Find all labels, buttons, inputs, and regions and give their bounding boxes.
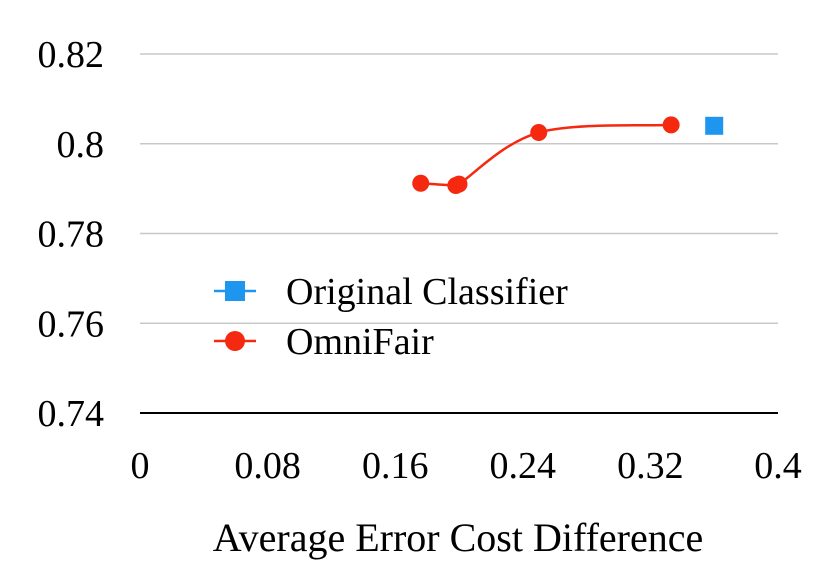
y-tick-label: 0.82: [38, 34, 105, 76]
x-tick-label: 0.32: [617, 445, 684, 487]
legend-label: Original Classifier: [286, 271, 568, 313]
y-tick-labels: 0.74 0.76 0.78 0.8 0.82: [38, 34, 105, 435]
legend-square-marker: [225, 281, 245, 301]
x-tick-labels: 0 0.08 0.16 0.24 0.32 0.4: [131, 445, 802, 487]
series-original-classifier: [705, 116, 724, 135]
y-tick-label: 0.8: [57, 124, 105, 166]
x-tick-label: 0: [131, 445, 150, 487]
legend-label: OmniFair: [286, 321, 434, 363]
legend: Original Classifier OmniFair: [214, 271, 568, 363]
y-tick-label: 0.78: [38, 214, 105, 256]
data-point: [530, 124, 548, 142]
x-axis-title: Average Error Cost Difference: [213, 515, 704, 560]
x-tick-label: 0.08: [234, 445, 301, 487]
gridlines: [140, 53, 778, 324]
x-tick-label: 0.24: [490, 445, 557, 487]
legend-circle-marker: [225, 331, 245, 351]
series-omnifair: [412, 116, 680, 194]
y-tick-label: 0.74: [38, 393, 105, 435]
x-tick-label: 0.4: [754, 445, 802, 487]
data-point: [450, 175, 468, 193]
x-tick-label: 0.16: [362, 445, 429, 487]
data-series: [412, 116, 724, 194]
data-point: [705, 116, 724, 135]
data-point: [662, 116, 680, 134]
legend-item: Original Classifier: [214, 271, 568, 313]
y-tick-label: 0.76: [38, 303, 105, 345]
data-point: [412, 174, 430, 192]
legend-item: OmniFair: [214, 321, 434, 363]
